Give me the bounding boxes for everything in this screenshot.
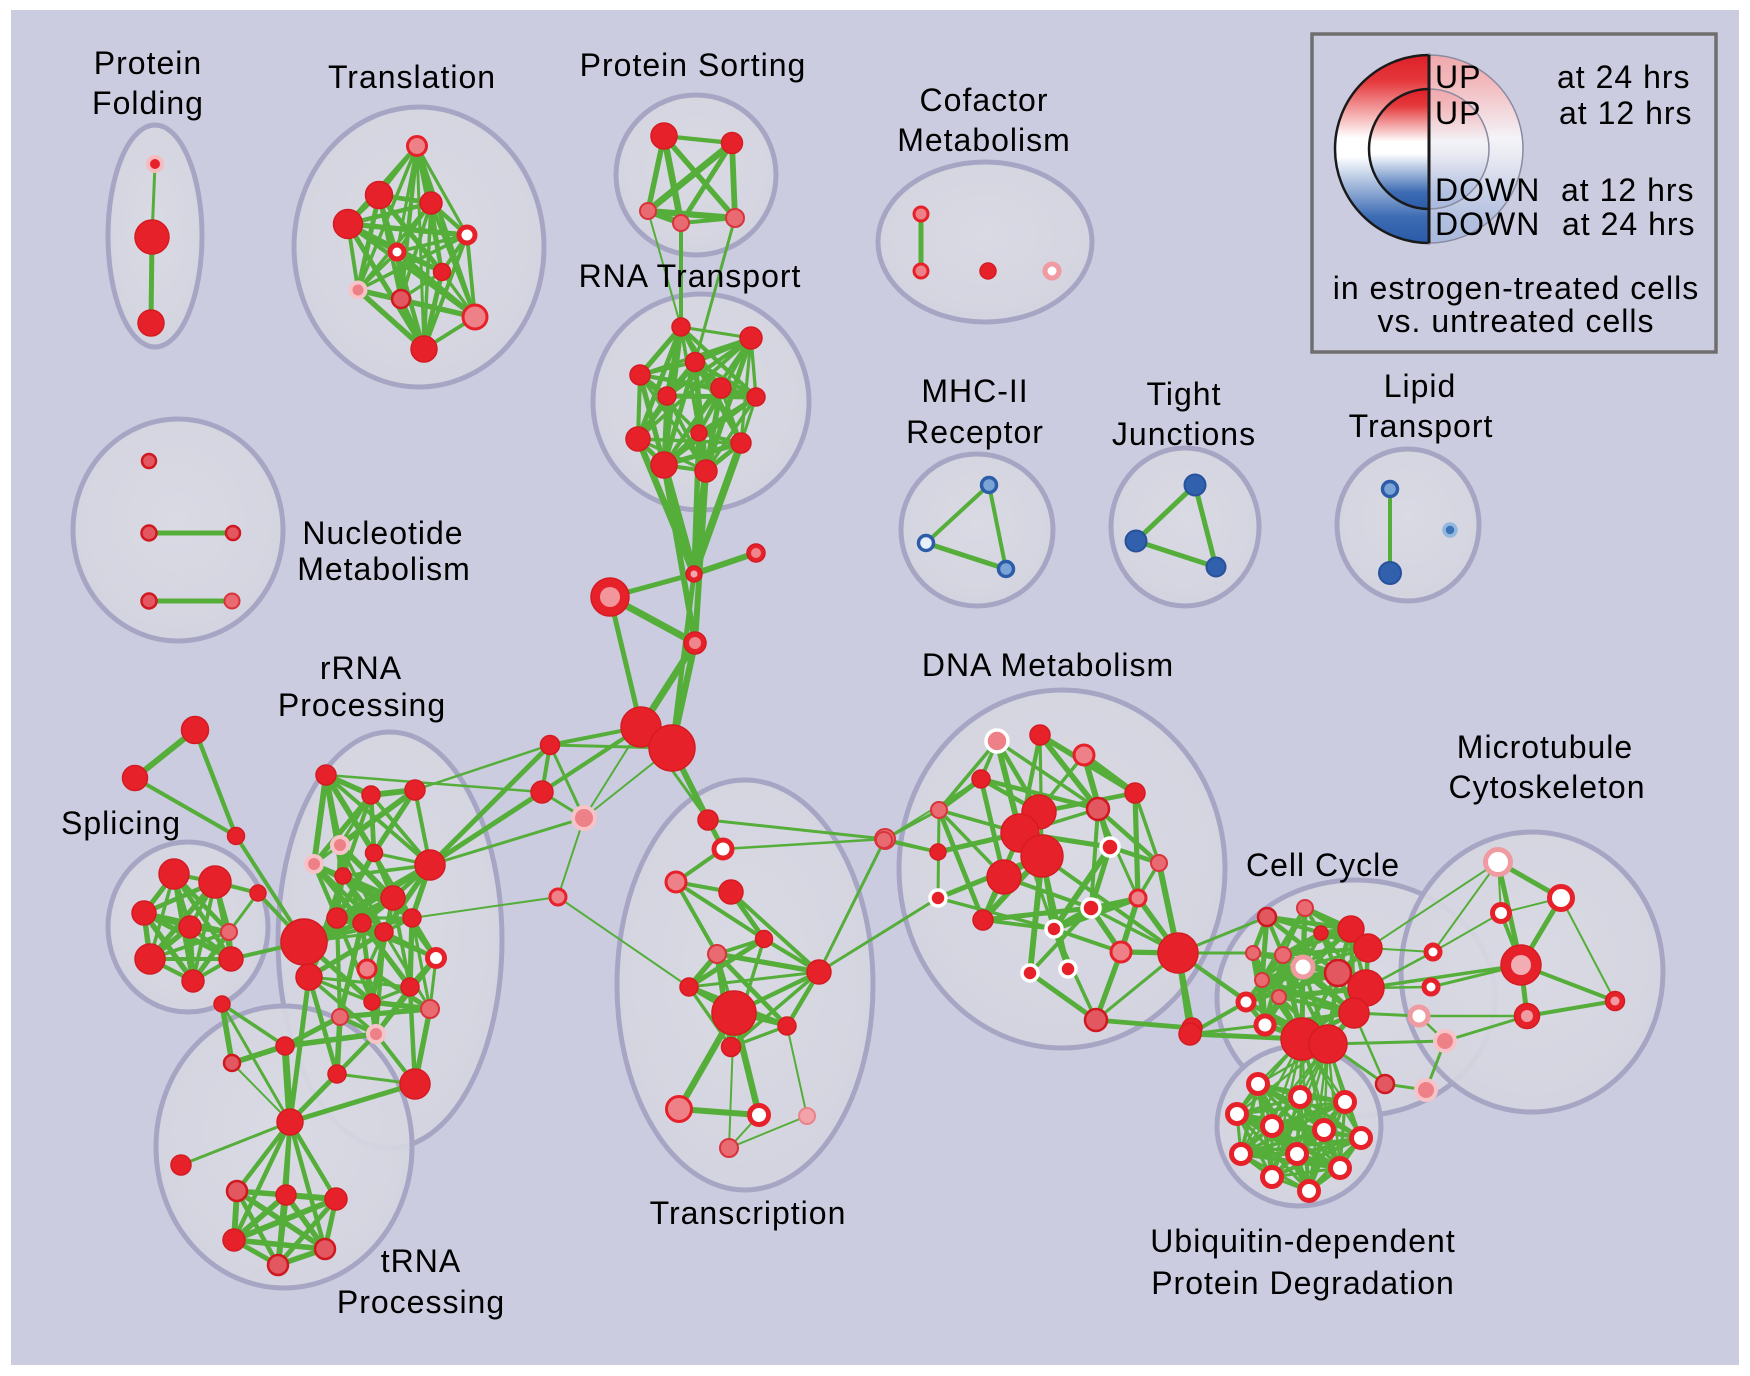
svg-text:Microtubule: Microtubule <box>1457 729 1633 765</box>
svg-text:Transcription: Transcription <box>650 1195 847 1231</box>
svg-text:at 12 hrs: at 12 hrs <box>1559 95 1693 131</box>
svg-text:in estrogen-treated cells: in estrogen-treated cells <box>1333 270 1700 306</box>
svg-text:Protein Degradation: Protein Degradation <box>1151 1265 1455 1301</box>
svg-text:MHC-II: MHC-II <box>921 373 1028 409</box>
svg-text:UP: UP <box>1435 59 1481 95</box>
svg-text:DNA Metabolism: DNA Metabolism <box>922 647 1174 683</box>
svg-text:rRNA: rRNA <box>320 650 402 686</box>
svg-text:at 24 hrs: at 24 hrs <box>1562 206 1696 242</box>
svg-text:Protein Sorting: Protein Sorting <box>580 47 807 83</box>
svg-text:Protein: Protein <box>94 45 202 81</box>
svg-text:Lipid: Lipid <box>1384 368 1457 404</box>
svg-text:Metabolism: Metabolism <box>897 122 1071 158</box>
svg-text:vs. untreated cells: vs. untreated cells <box>1378 303 1655 339</box>
svg-text:Tight: Tight <box>1147 376 1222 412</box>
svg-text:Cell Cycle: Cell Cycle <box>1246 847 1400 883</box>
svg-text:Cofactor: Cofactor <box>920 82 1049 118</box>
svg-text:Translation: Translation <box>328 59 496 95</box>
svg-text:Folding: Folding <box>92 85 204 121</box>
svg-text:DOWN: DOWN <box>1435 206 1540 242</box>
svg-text:Cytoskeleton: Cytoskeleton <box>1449 769 1646 805</box>
svg-text:Junctions: Junctions <box>1112 416 1256 452</box>
svg-text:Receptor: Receptor <box>906 414 1044 450</box>
svg-text:DOWN: DOWN <box>1435 172 1540 208</box>
svg-text:Nucleotide: Nucleotide <box>302 515 463 551</box>
svg-text:at 24 hrs: at 24 hrs <box>1557 59 1691 95</box>
svg-text:at 12 hrs: at 12 hrs <box>1561 172 1695 208</box>
svg-text:Splicing: Splicing <box>61 805 181 841</box>
svg-text:Processing: Processing <box>278 687 446 723</box>
svg-text:Processing: Processing <box>337 1284 505 1320</box>
svg-text:tRNA: tRNA <box>381 1243 461 1279</box>
svg-text:UP: UP <box>1435 95 1481 131</box>
svg-text:Transport: Transport <box>1349 408 1494 444</box>
svg-text:Ubiquitin-dependent: Ubiquitin-dependent <box>1150 1223 1455 1259</box>
svg-text:Metabolism: Metabolism <box>297 551 471 587</box>
svg-text:RNA Transport: RNA Transport <box>579 258 802 294</box>
